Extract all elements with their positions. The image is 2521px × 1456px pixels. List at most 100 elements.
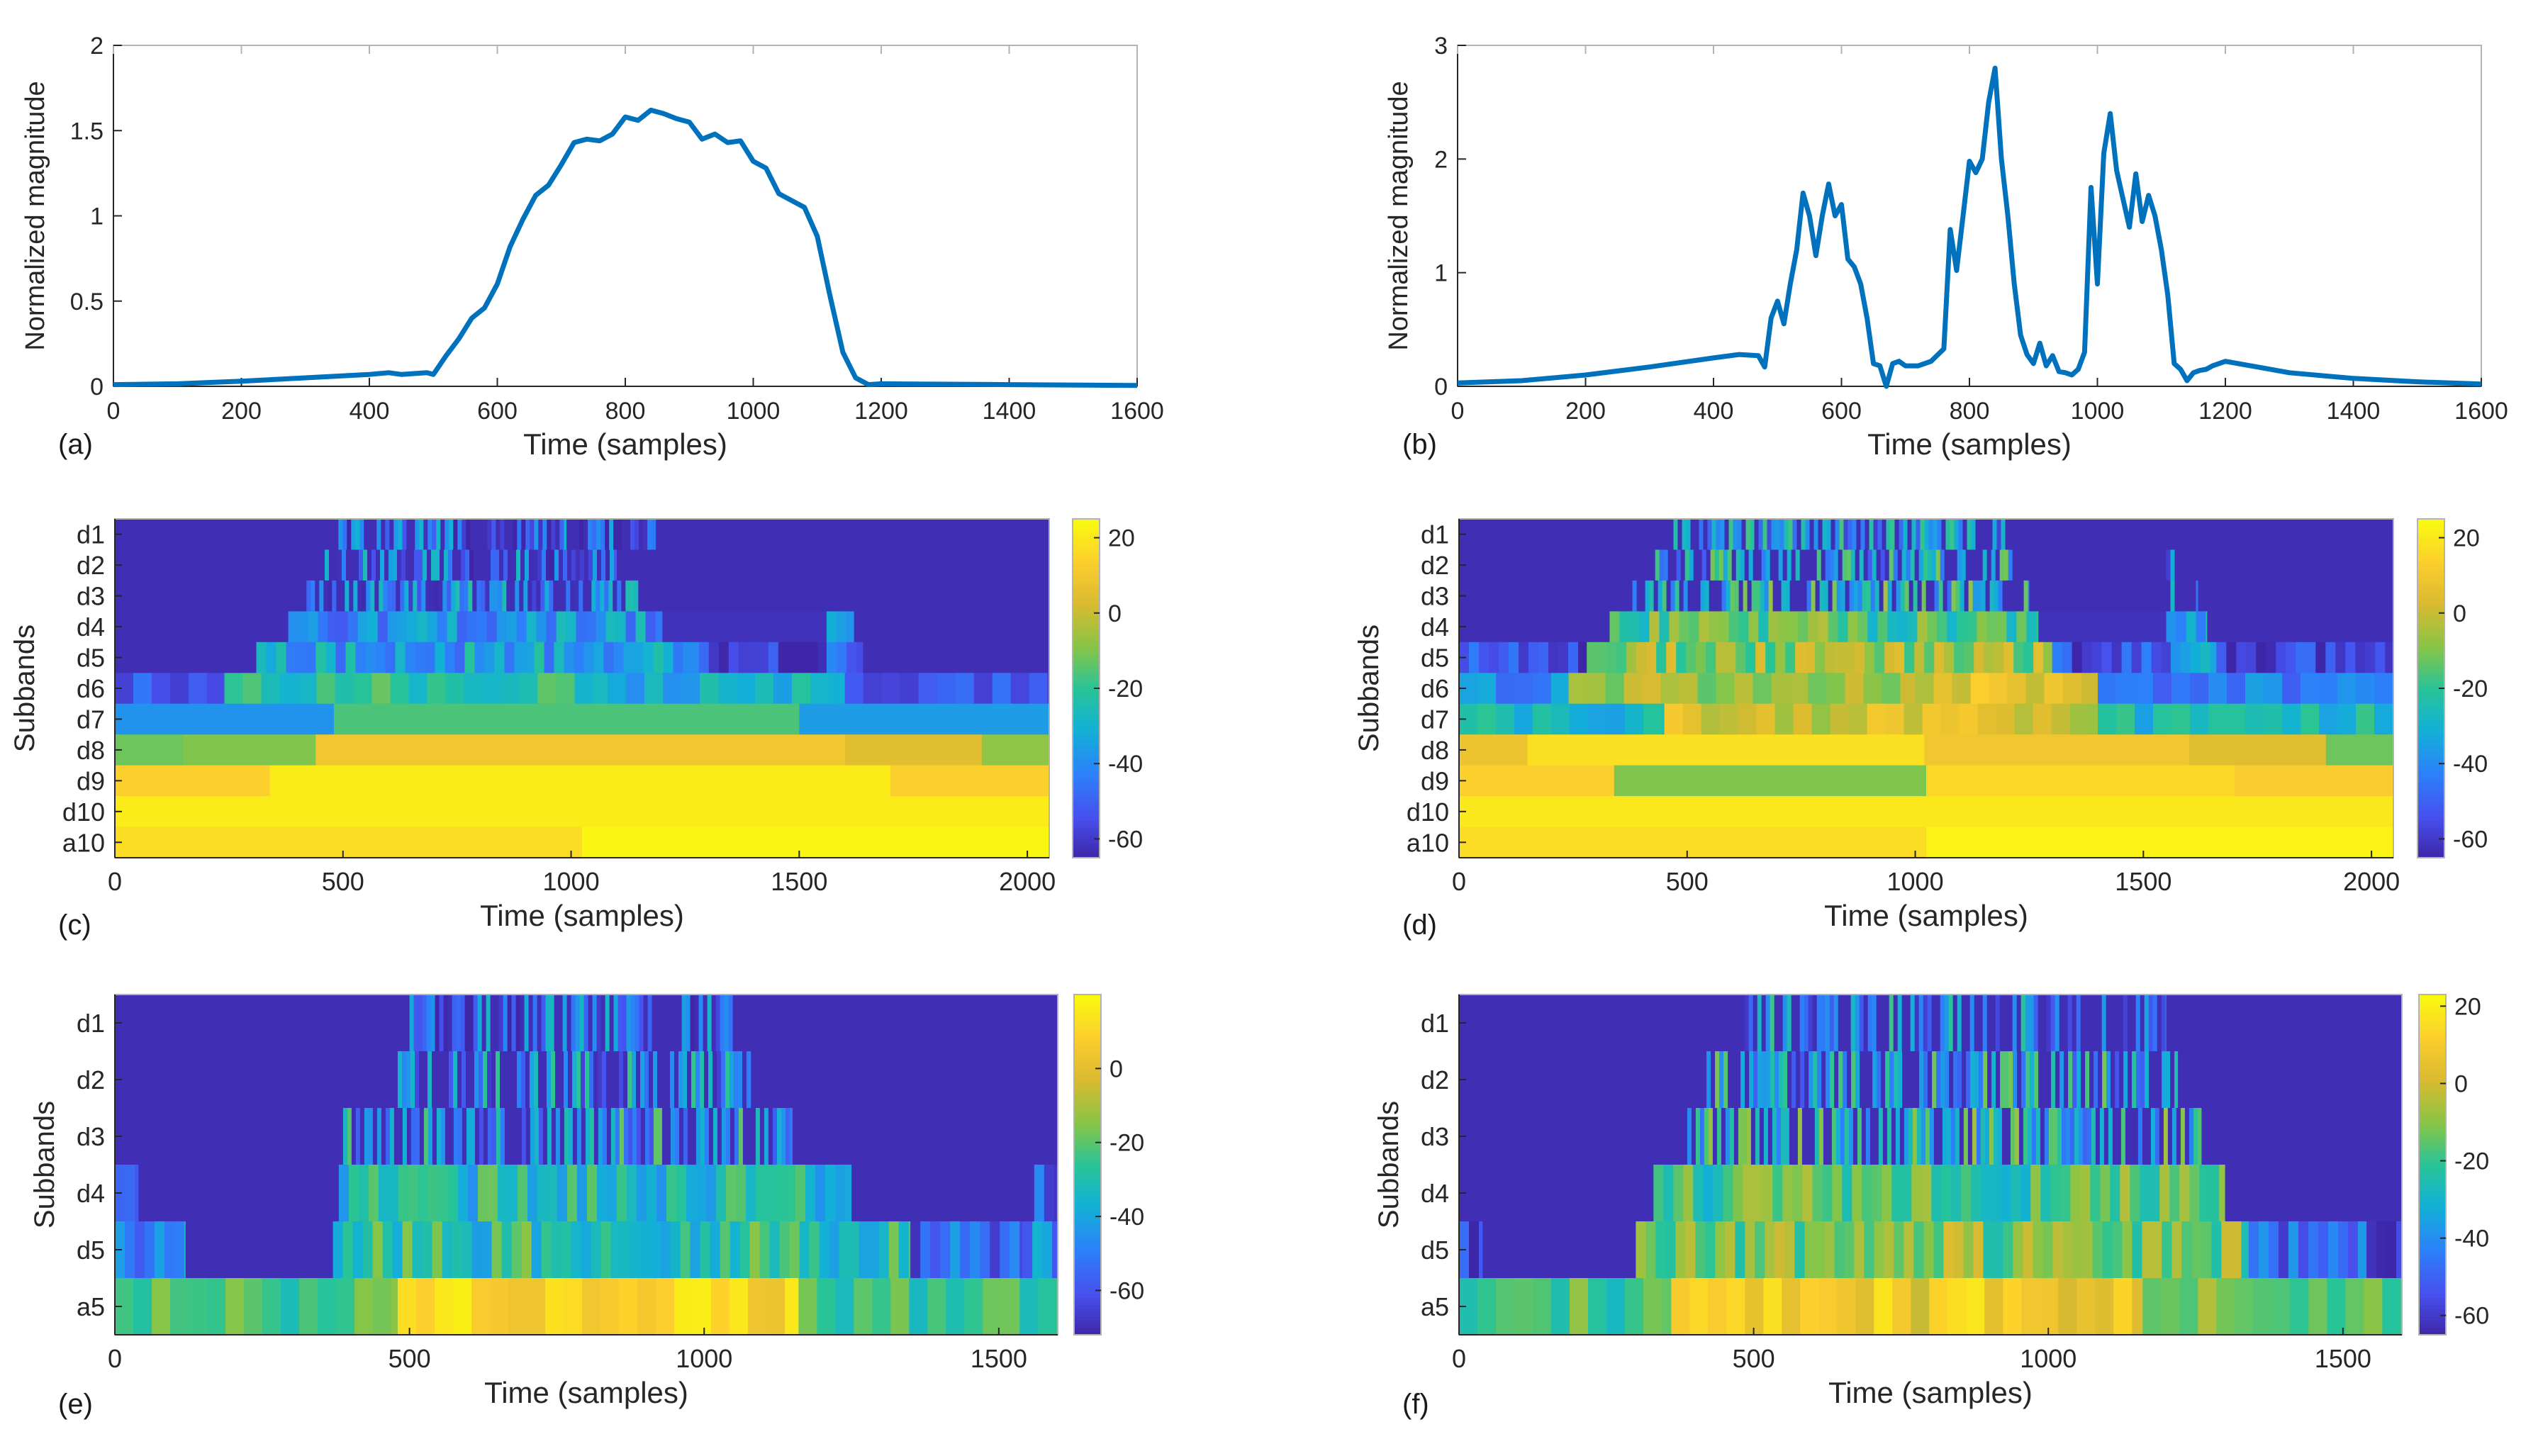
heatmap-cell xyxy=(2266,642,2276,673)
heatmap-cell xyxy=(643,519,648,551)
heatmap-cell xyxy=(514,642,525,673)
heatmap-cell xyxy=(348,1165,359,1222)
heatmap-cell xyxy=(1723,1165,1733,1222)
heatmap-cell xyxy=(1019,1221,1023,1279)
colorbar-swatch xyxy=(1073,733,1100,738)
colorbar-swatch xyxy=(2419,1089,2446,1094)
heatmap-cell xyxy=(2153,1051,2158,1109)
heatmap-cell xyxy=(2144,995,2150,1052)
heatmap-cell xyxy=(1777,580,1782,612)
colorbar-swatch xyxy=(2419,1233,2446,1238)
heatmap-cell xyxy=(481,580,486,612)
heatmap-cell xyxy=(466,1108,471,1165)
heatmap-cell xyxy=(359,519,364,551)
x-tick-label: 500 xyxy=(1733,1344,1775,1373)
heatmap-cell xyxy=(626,995,632,1052)
heatmap-cell xyxy=(644,1108,650,1165)
colorbar-swatch xyxy=(2417,759,2444,764)
heatmap-cell xyxy=(2196,580,2199,612)
heatmap-cell xyxy=(550,549,555,581)
heatmap-cell xyxy=(507,995,513,1052)
heatmap-cell xyxy=(1867,611,1878,643)
heatmap-cell xyxy=(1663,549,1669,581)
heatmap-cell xyxy=(1687,580,1693,612)
heatmap-cell xyxy=(589,1051,594,1109)
heatmap-cell xyxy=(950,1221,961,1279)
heatmap-cell xyxy=(485,580,490,612)
heatmap-cell xyxy=(700,1221,711,1279)
heatmap-cell xyxy=(1782,1165,1793,1222)
heatmap-cell xyxy=(637,1278,656,1335)
heatmap-cell xyxy=(2179,580,2184,612)
heatmap-cell xyxy=(504,519,509,551)
heatmap-cell xyxy=(1892,1278,1911,1335)
heatmap-cell xyxy=(1874,642,1885,673)
heatmap-cell xyxy=(2023,1108,2028,1165)
heatmap-cell xyxy=(2057,1108,2062,1165)
heatmap-cell xyxy=(1643,1278,1662,1335)
heatmap-cell xyxy=(418,1165,429,1222)
heatmap-cell xyxy=(608,673,627,705)
x-tick-label: 600 xyxy=(477,398,518,425)
heatmap-cell xyxy=(728,995,734,1052)
heatmap-cell xyxy=(184,1221,186,1279)
heatmap-cell xyxy=(1728,1051,1733,1109)
colorbar-swatch xyxy=(2419,1002,2446,1007)
heatmap-cell xyxy=(1660,673,1680,705)
heatmap-cell xyxy=(1845,580,1850,612)
colorbar-swatch xyxy=(2417,707,2444,712)
heatmap-cell xyxy=(2153,703,2172,735)
x-tick-label: 400 xyxy=(1694,398,1734,425)
heatmap-cell xyxy=(1676,642,1687,673)
colorbar-swatch xyxy=(2417,643,2444,648)
heatmap-cell xyxy=(1782,995,1788,1052)
heatmap-cell xyxy=(1818,1278,1838,1335)
colorbar-swatch xyxy=(2419,998,2446,1003)
heatmap-cell xyxy=(2207,611,2394,643)
colorbar-swatch xyxy=(1074,1047,1101,1052)
heatmap-cell xyxy=(1659,549,1665,581)
colorbar-swatch xyxy=(1074,1327,1101,1332)
heatmap-cell xyxy=(1713,580,1718,612)
heatmap-cell xyxy=(1950,519,1955,551)
heatmap-cell xyxy=(1606,1278,1626,1335)
heatmap-cell xyxy=(1723,549,1728,581)
heatmap-cell xyxy=(1671,1278,1690,1335)
heatmap-cell xyxy=(2193,549,2394,581)
heatmap-cell xyxy=(1989,673,2008,705)
heatmap-cell xyxy=(536,611,547,643)
heatmap-cell xyxy=(2120,1165,2130,1222)
heatmap-cell xyxy=(1703,1165,1714,1222)
heatmap-cell xyxy=(115,1051,398,1109)
heatmap-cell xyxy=(2058,1278,2077,1335)
heatmap-cell xyxy=(2140,1051,2145,1109)
heatmap-cell xyxy=(1886,519,1891,551)
colorbar-swatch xyxy=(1073,526,1100,531)
heatmap-cell xyxy=(649,1108,654,1165)
colorbar-swatch xyxy=(1073,552,1100,557)
heatmap-cell xyxy=(1874,1278,1893,1335)
y-tick-label: 0.5 xyxy=(70,289,104,315)
heatmap-cell xyxy=(1533,1278,1552,1335)
heatmap-cell xyxy=(1765,549,1771,581)
colorbar-swatch xyxy=(2417,809,2444,814)
heatmap-cell xyxy=(1863,673,1883,705)
heatmap-cell xyxy=(868,1221,880,1279)
heatmap-cell xyxy=(2047,1051,2052,1109)
colorbar-swatch xyxy=(1074,1176,1101,1181)
colorbar-tick-label: -20 xyxy=(1108,676,1143,702)
heatmap-cell xyxy=(1880,995,1886,1052)
heatmap-cell xyxy=(691,1051,696,1109)
colorbar-swatch xyxy=(2419,1282,2446,1287)
heatmap-cell xyxy=(2003,1221,2013,1279)
colorbar-swatch xyxy=(1074,995,1101,999)
heatmap-cell xyxy=(1901,995,1907,1052)
heatmap-cell xyxy=(1973,1221,1984,1279)
heatmap-cell xyxy=(337,549,342,581)
heatmap-cell xyxy=(690,1221,701,1279)
heatmap-cell xyxy=(591,580,596,612)
heatmap-cell xyxy=(2006,1108,2011,1165)
heatmap-cell xyxy=(1551,673,1570,705)
colorbar-swatch xyxy=(1074,1138,1101,1143)
